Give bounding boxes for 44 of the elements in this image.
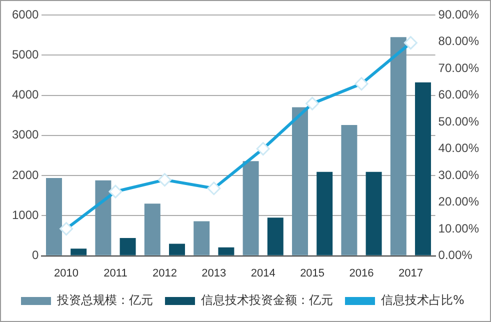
y2-tick-label: 90.00% (438, 7, 480, 22)
bar (70, 248, 87, 256)
x-tick-label: 2012 (152, 267, 177, 280)
x-tick-label: 2014 (250, 267, 276, 280)
y-tick-label: 6000 (12, 7, 40, 22)
y2-tick-label: 20.00% (438, 194, 480, 209)
y2-tick-label: 50.00% (438, 114, 480, 128)
y2-tick-label: 60.00% (438, 88, 480, 102)
bar (242, 161, 259, 256)
bar (366, 172, 382, 256)
y2-tick-label: 80.00% (438, 34, 480, 48)
y2-tick-label: 30.00% (438, 168, 480, 182)
bar (46, 178, 62, 256)
x-tick-label: 2015 (300, 267, 325, 280)
x-tick-label: 2013 (202, 267, 226, 280)
bar (267, 218, 284, 256)
bar (95, 180, 112, 256)
legend-label: 投资总规模：亿元 (56, 293, 153, 308)
y-tick-label: 5000 (12, 47, 40, 62)
y-tick-label: 3000 (12, 128, 40, 142)
bar (120, 238, 136, 256)
y-tick-label: 2000 (12, 168, 40, 182)
bar (390, 37, 406, 256)
y2-tick-label: 10.00% (438, 221, 480, 236)
x-tick-label: 2017 (398, 267, 423, 280)
x-tick-label: 2010 (54, 267, 79, 280)
y2-tick-label: 40.00% (438, 141, 480, 156)
legend-label: 信息技术占比% (381, 293, 464, 308)
y2-tick-label: 70.00% (438, 60, 480, 75)
y-tick-label: 1000 (12, 208, 40, 222)
bar (169, 244, 185, 256)
bar (341, 124, 358, 256)
bar (194, 221, 210, 256)
bar (316, 172, 333, 256)
bar (415, 82, 431, 256)
bar (218, 247, 234, 256)
x-tick-label: 2016 (349, 267, 374, 280)
x-tick-label: 2011 (104, 267, 128, 280)
y-tick-label: 0 (32, 248, 40, 262)
y2-tick-label: 0.00% (438, 248, 473, 262)
bar (292, 107, 308, 256)
legend-label: 信息技术投资金额：亿元 (201, 293, 333, 308)
bar (144, 204, 160, 256)
y-tick-label: 4000 (12, 88, 40, 102)
